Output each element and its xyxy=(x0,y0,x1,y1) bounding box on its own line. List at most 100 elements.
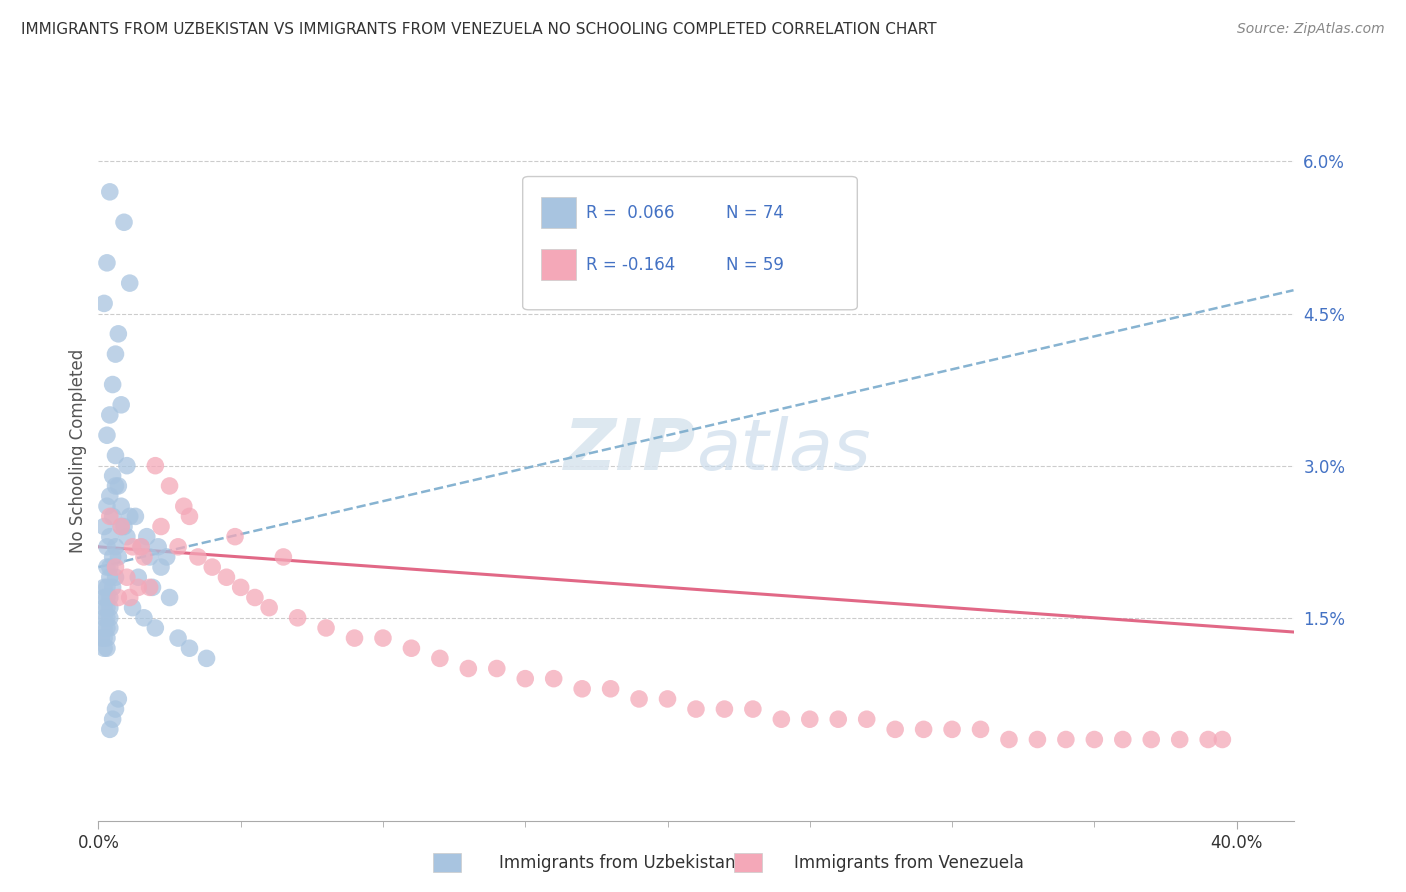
Point xyxy=(998,732,1021,747)
Point xyxy=(101,549,124,564)
Point xyxy=(98,408,121,422)
Point xyxy=(107,479,129,493)
Text: R =  0.066: R = 0.066 xyxy=(586,203,675,222)
Point xyxy=(115,458,138,473)
Point xyxy=(110,519,132,533)
Point xyxy=(96,256,118,270)
Point xyxy=(628,692,651,706)
Point xyxy=(187,549,209,564)
Point xyxy=(1112,732,1135,747)
Point xyxy=(112,519,135,533)
Point xyxy=(107,692,129,706)
Point xyxy=(799,712,821,726)
Point xyxy=(93,600,115,615)
Point xyxy=(401,641,423,656)
Point xyxy=(969,723,991,737)
Point xyxy=(118,276,141,290)
Point xyxy=(104,479,127,493)
Point xyxy=(143,621,166,635)
Point xyxy=(104,347,127,361)
Point xyxy=(173,500,195,514)
Point xyxy=(98,723,121,737)
Point xyxy=(179,641,201,656)
Point xyxy=(96,621,118,635)
Point xyxy=(159,479,181,493)
Point xyxy=(118,509,141,524)
Point xyxy=(229,580,252,594)
Point xyxy=(98,591,121,605)
Point xyxy=(195,651,218,665)
Point xyxy=(93,580,115,594)
Point xyxy=(138,549,160,564)
Point xyxy=(110,519,132,533)
Point xyxy=(93,519,115,533)
Text: atlas: atlas xyxy=(696,416,870,485)
Point xyxy=(257,600,280,615)
Point xyxy=(98,611,121,625)
Point xyxy=(110,398,132,412)
Point xyxy=(98,509,121,524)
FancyBboxPatch shape xyxy=(541,197,576,228)
Point xyxy=(770,712,793,726)
Point xyxy=(124,509,146,524)
Point xyxy=(941,723,963,737)
Point xyxy=(150,560,173,574)
Point xyxy=(93,611,115,625)
Point xyxy=(315,621,337,635)
Point xyxy=(543,672,565,686)
Text: N = 59: N = 59 xyxy=(725,256,783,274)
Point xyxy=(912,723,935,737)
Point xyxy=(127,570,149,584)
Point xyxy=(96,600,118,615)
Point xyxy=(127,580,149,594)
Point xyxy=(884,723,907,737)
Point xyxy=(457,661,479,675)
Point xyxy=(107,549,129,564)
Point xyxy=(167,631,190,645)
Point xyxy=(90,631,112,645)
Point xyxy=(115,530,138,544)
Point xyxy=(129,540,152,554)
Point xyxy=(485,661,508,675)
Text: Immigrants from Venezuela: Immigrants from Venezuela xyxy=(794,855,1024,872)
Point xyxy=(96,580,118,594)
Text: ZIP: ZIP xyxy=(564,416,696,485)
Point xyxy=(101,468,124,483)
Point xyxy=(148,540,170,554)
Point xyxy=(1026,732,1049,747)
Point xyxy=(224,530,246,544)
Text: IMMIGRANTS FROM UZBEKISTAN VS IMMIGRANTS FROM VENEZUELA NO SCHOOLING COMPLETED C: IMMIGRANTS FROM UZBEKISTAN VS IMMIGRANTS… xyxy=(21,22,936,37)
Point xyxy=(201,560,224,574)
Point xyxy=(107,591,129,605)
Point xyxy=(101,580,124,594)
Point xyxy=(371,631,394,645)
Point xyxy=(93,296,115,310)
Point xyxy=(132,611,155,625)
Point xyxy=(96,560,118,574)
Point xyxy=(571,681,593,696)
Point xyxy=(138,580,160,594)
Point xyxy=(104,570,127,584)
Point xyxy=(96,631,118,645)
Point xyxy=(215,570,238,584)
Point xyxy=(132,549,155,564)
Point xyxy=(273,549,295,564)
Point xyxy=(1083,732,1105,747)
Point xyxy=(1140,732,1163,747)
Point xyxy=(98,560,121,574)
Point xyxy=(96,611,118,625)
Point xyxy=(107,326,129,341)
FancyBboxPatch shape xyxy=(541,249,576,280)
Point xyxy=(1197,732,1219,747)
Point xyxy=(599,681,621,696)
Point xyxy=(1054,732,1077,747)
Point xyxy=(98,570,121,584)
Text: Immigrants from Uzbekistan: Immigrants from Uzbekistan xyxy=(499,855,735,872)
Point xyxy=(515,672,537,686)
Point xyxy=(167,540,190,554)
Point xyxy=(129,540,152,554)
Point xyxy=(143,458,166,473)
Point xyxy=(112,215,135,229)
Point xyxy=(429,651,451,665)
Point xyxy=(741,702,763,716)
